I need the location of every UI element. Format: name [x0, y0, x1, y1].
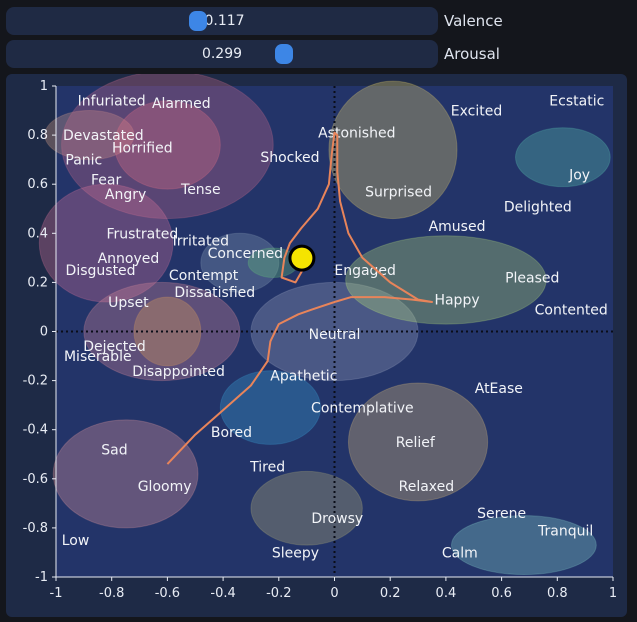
emotion-label-devastated: Devastated [63, 128, 144, 144]
emotion-region-13 [515, 127, 611, 188]
y-tick-label: -0.6 [23, 472, 48, 487]
y-tick-label: 0.6 [27, 177, 48, 192]
y-tick-label: 0.2 [27, 275, 48, 290]
emotion-label-engaged: Engaged [334, 263, 396, 279]
emotion-label-serene: Serene [477, 506, 526, 522]
emotion-region-16 [450, 515, 597, 576]
emotion-label-concerned: Concerned [208, 246, 283, 262]
emotion-label-sad: Sad [101, 442, 127, 458]
x-tick-label: 0.2 [380, 586, 401, 601]
x-tick-label: -0.8 [99, 586, 124, 601]
emotion-region-6 [200, 232, 280, 293]
arousal-slider[interactable] [6, 40, 438, 68]
x-tick-label: 0.8 [547, 586, 568, 601]
emotion-label-shocked: Shocked [260, 150, 319, 166]
y-tick-label: -0.2 [23, 374, 48, 389]
emotion-region-2 [113, 100, 221, 190]
emotion-label-excited: Excited [451, 104, 502, 120]
emotion-label-miserable: Miserable [64, 349, 132, 365]
x-tick-label: 1 [609, 586, 617, 601]
emotion-label-contented: Contented [535, 302, 608, 318]
x-tick-label: 0 [330, 586, 338, 601]
x-tick-label: 0.4 [436, 586, 457, 601]
emotion-label-panic: Panic [65, 153, 102, 169]
x-tick-label: -0.4 [210, 586, 235, 601]
emotion-label-dissatisfied: Dissatisfied [174, 285, 255, 301]
emotion-label-contemplative: Contemplative [311, 401, 414, 417]
emotion-label-dejected: Dejected [83, 339, 146, 355]
x-tick-label: -0.6 [155, 586, 180, 601]
emotion-label-tense: Tense [180, 182, 221, 198]
valence-slider-row: -0.117 Valence [6, 7, 626, 35]
trajectory-line [166, 131, 433, 465]
emotion-region-14 [347, 382, 489, 502]
emotion-label-contempt: Contempt [169, 268, 239, 284]
emotion-region-11 [328, 80, 458, 220]
emotion-label-alarmed: Alarmed [152, 96, 211, 112]
emotion-label-tranquil: Tranquil [537, 523, 593, 539]
emotion-label-irritated: Irritated [173, 234, 229, 250]
emotion-label-tired: Tired [249, 460, 285, 476]
emotion-region-0 [44, 110, 135, 161]
emotion-label-pleased: Pleased [505, 270, 559, 286]
emotion-label-sleepy: Sleepy [272, 545, 319, 561]
emotion-label-relaxed: Relaxed [399, 479, 455, 495]
emotion-label-neutral: Neutral [309, 327, 361, 343]
y-tick-label: 0 [40, 325, 48, 340]
emotion-label-disappointed: Disappointed [132, 364, 225, 380]
emotion-label-gloomy: Gloomy [138, 479, 192, 495]
emotion-label-disgusted: Disgusted [66, 263, 136, 279]
y-tick-label: 0.4 [27, 226, 48, 241]
emotion-label-upset: Upset [108, 295, 149, 311]
emotion-label-delighted: Delighted [504, 199, 572, 215]
y-tick-label: -1 [35, 570, 48, 585]
emotion-label-drowsy: Drowsy [311, 511, 363, 527]
valence-arousal-plot[interactable]: -1 -0.8 -0.6 -0.4 -0.2 0 0.2 0.4 0.6 0.8 1 1 0.8 0.6 0… [6, 74, 627, 617]
emotion-label-low: Low [62, 533, 90, 549]
valence-slider-knob[interactable] [188, 11, 207, 31]
emotion-label-surprised: Surprised [365, 185, 432, 201]
y-tick-label: 1 [40, 79, 48, 94]
emotion-label-happy: Happy [434, 293, 479, 309]
emotion-region-3 [38, 183, 174, 303]
emotion-label-ecstatic: Ecstatic [549, 94, 604, 110]
y-tick-label: -0.8 [23, 521, 48, 536]
y-tick-label: -0.4 [23, 423, 48, 438]
emotion-label-bored: Bored [211, 425, 252, 441]
valence-slider[interactable] [6, 7, 438, 35]
emotion-label-angry: Angry [105, 187, 146, 203]
x-tick-label: -0.2 [266, 586, 291, 601]
emotion-label-astonished: Astonished [318, 126, 395, 142]
emotion-label-relief: Relief [396, 435, 436, 451]
valence-arousal-plot-panel: -1 -0.8 -0.6 -0.4 -0.2 0 0.2 0.4 0.6 0.8 1 1 0.8 0.6 0… [6, 74, 627, 617]
emotion-label-calm: Calm [442, 545, 478, 561]
arousal-value: 0.299 [201, 46, 243, 62]
emotion-region-1 [61, 74, 274, 220]
emotion-region-8 [52, 419, 199, 529]
emotion-region-12 [345, 235, 547, 325]
emotion-label-joy: Joy [568, 167, 590, 183]
emotion-label-atease: AtEase [475, 381, 523, 397]
arousal-slider-row: 0.299 Arousal [6, 40, 626, 68]
emotion-label-annoyed: Annoyed [98, 251, 160, 267]
current-state-marker [288, 244, 316, 272]
valence-label: Valence [444, 12, 503, 30]
y-tick-label: 0.8 [27, 128, 48, 143]
emotion-label-infuriated: Infuriated [78, 94, 146, 110]
arousal-slider-knob[interactable] [274, 44, 293, 64]
emotion-label-fear: Fear [91, 172, 121, 188]
valence-value: -0.117 [199, 13, 245, 29]
emotion-label-apathetic: Apathetic [270, 369, 337, 385]
x-tick-label: 0.6 [491, 586, 512, 601]
emotion-label-amused: Amused [429, 219, 486, 235]
emotion-region-15 [250, 470, 363, 546]
arousal-label: Arousal [444, 45, 500, 63]
x-tick-label: -1 [50, 586, 63, 601]
emotion-label-horrified: Horrified [112, 140, 173, 156]
emotion-label-frustrated: Frustrated [106, 226, 178, 242]
